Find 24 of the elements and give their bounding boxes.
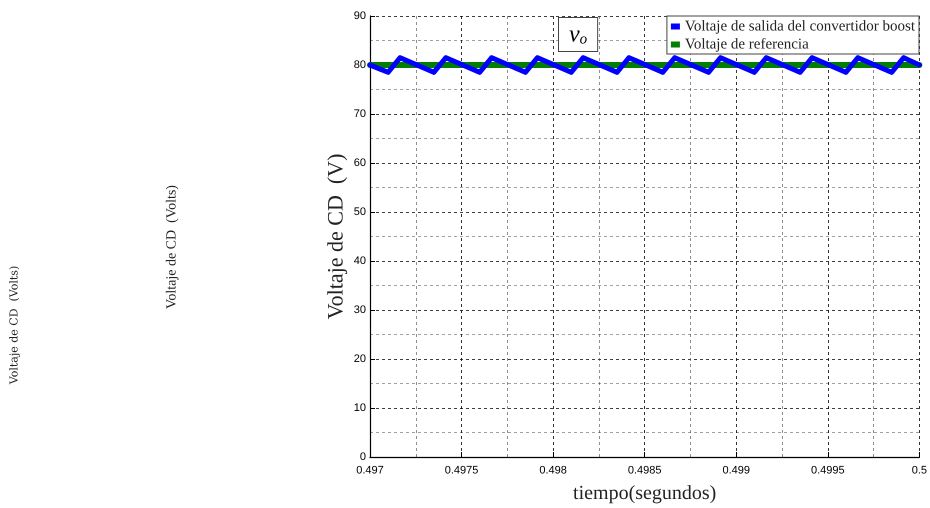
- x-tick-label: 0.4995: [810, 464, 845, 476]
- x-tick-label: 0.4985: [628, 464, 662, 476]
- y-tick-label: 40: [354, 255, 366, 267]
- x-tick-label: 0.497: [356, 464, 384, 476]
- legend-label: Voltaje de referencia: [684, 36, 810, 52]
- y-axis-title: Voltaje de CD (V): [322, 154, 348, 320]
- y-tick-label: 30: [354, 304, 366, 316]
- x-tick-label: 0.499: [722, 464, 750, 476]
- y-tick-label: 10: [354, 402, 366, 414]
- x-tick-label: 0.5: [912, 464, 928, 476]
- x-axis-title: tiempo(segundos): [573, 482, 716, 504]
- legend-label: Voltaje de salida del convertidor boost: [684, 18, 916, 34]
- y-tick-label: 20: [354, 353, 366, 365]
- x-tick-label: 0.4975: [444, 464, 478, 476]
- y-tick-label: 50: [354, 206, 366, 218]
- y-tick-label: 90: [354, 10, 366, 22]
- annotation: vo: [569, 22, 588, 48]
- y-tick-label: 60: [354, 157, 366, 169]
- text: Voltaje de CD (Volts): [164, 184, 180, 309]
- y-tick-label: 80: [354, 59, 366, 71]
- y-tick-label: 70: [354, 108, 366, 120]
- text: Voltaje de CD (Volts): [8, 266, 20, 386]
- x-tick-label: 0.498: [539, 464, 567, 476]
- y-tick-label: 0: [360, 451, 366, 463]
